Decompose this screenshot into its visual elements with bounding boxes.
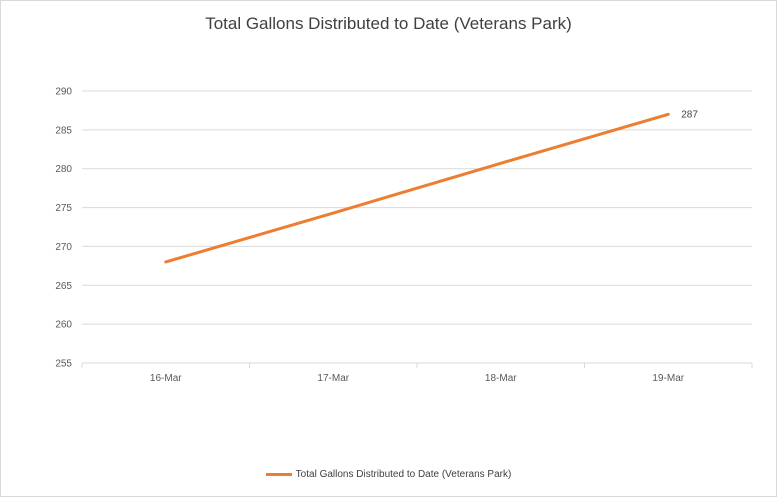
legend: Total Gallons Distributed to Date (Veter… [0, 469, 777, 480]
y-tick-label: 270 [55, 242, 72, 253]
x-tick-label: 16-Mar [150, 373, 182, 384]
data-label: 287 [681, 109, 698, 120]
y-tick-label: 290 [55, 87, 72, 98]
y-tick-label: 255 [55, 359, 72, 370]
y-tick-label: 285 [55, 125, 72, 136]
series-line [164, 112, 670, 264]
x-tick-label: 17-Mar [317, 373, 349, 384]
y-tick-label: 265 [55, 281, 72, 292]
y-tick-label: 260 [55, 320, 72, 331]
y-tick-label: 280 [55, 164, 72, 175]
legend-label: Total Gallons Distributed to Date (Veter… [295, 469, 512, 480]
legend-swatch [265, 473, 292, 476]
y-tick-label: 275 [55, 203, 72, 214]
x-tick-label: 19-Mar [652, 373, 684, 384]
chart-title: Total Gallons Distributed to Date (Veter… [205, 14, 572, 33]
x-tick-label: 18-Mar [485, 373, 517, 384]
